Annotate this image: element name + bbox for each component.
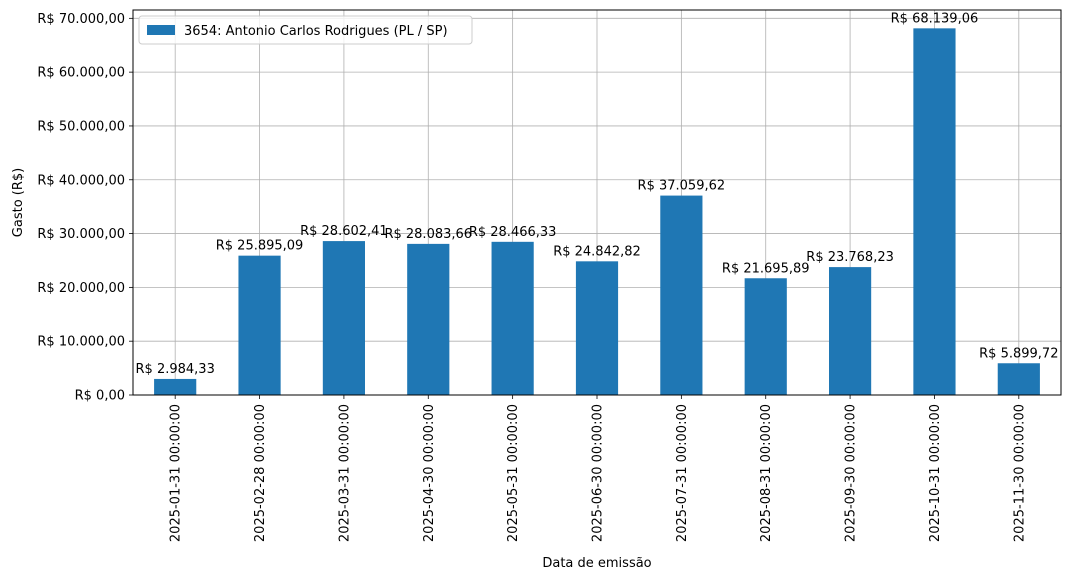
- bar: [491, 241, 534, 395]
- bar: [154, 378, 197, 395]
- y-tick-label: R$ 10.000,00: [37, 335, 125, 350]
- bar-value-label: R$ 37.059,62: [638, 179, 726, 194]
- y-tick-label: R$ 60.000,00: [37, 66, 125, 81]
- x-tick-label: 2025-04-30 00:00:00: [422, 404, 437, 542]
- bar: [997, 363, 1040, 395]
- bar-value-label: R$ 25.895,09: [216, 239, 304, 254]
- y-tick-label: R$ 30.000,00: [37, 227, 125, 242]
- x-tick-label: 2025-07-31 00:00:00: [675, 404, 690, 542]
- axis-layer: R$ 0,00 R$ 10.000,00 R$ 20.000,00 R$ 30.000…: [37, 12, 1027, 542]
- bar: [322, 241, 365, 395]
- y-tick-label: R$ 50.000,00: [37, 119, 125, 134]
- x-tick-label: 2025-05-31 00:00:00: [506, 404, 521, 542]
- legend-swatch: [147, 25, 175, 35]
- data-label-layer: R$ 2.984,33R$ 25.895,09R$ 28.602,41R$ 28…: [136, 11, 1059, 377]
- y-tick-label: R$ 40.000,00: [37, 173, 125, 188]
- x-tick-label: 2025-08-31 00:00:00: [759, 404, 774, 542]
- x-tick-label: 2025-01-31 00:00:00: [169, 404, 184, 542]
- x-axis-title: Data de emissão: [542, 556, 651, 571]
- plot-frame: [132, 9, 1062, 396]
- bar-value-label: R$ 5.899,72: [979, 346, 1058, 361]
- bar-value-label: R$ 28.602,41: [300, 224, 388, 239]
- y-tick-label: R$ 70.000,00: [37, 12, 125, 27]
- bar: [407, 243, 450, 395]
- y-axis-title: Gasto (R$): [11, 168, 26, 237]
- bar: [829, 267, 872, 395]
- x-tick-label: 2025-11-30 00:00:00: [1012, 404, 1027, 542]
- bar: [575, 261, 619, 395]
- bar-value-label: R$ 23.768,23: [806, 250, 894, 265]
- x-tick-label: 2025-06-30 00:00:00: [591, 404, 606, 542]
- bar-value-label: R$ 28.466,33: [469, 225, 557, 240]
- bar-layer: [154, 28, 1040, 395]
- bar: [744, 278, 787, 395]
- bar-value-label: R$ 2.984,33: [136, 362, 215, 377]
- y-tick-label: R$ 0,00: [75, 389, 125, 404]
- legend-box: [138, 15, 473, 45]
- x-tick-label: 2025-02-28 00:00:00: [253, 404, 268, 542]
- bar-value-label: R$ 21.695,89: [722, 261, 810, 276]
- legend: 3654: Antonio Carlos Rodrigues (PL / SP): [138, 15, 473, 45]
- x-tick-label: 2025-03-31 00:00:00: [337, 404, 352, 542]
- y-tick-label: R$ 20.000,00: [37, 281, 125, 296]
- bar: [238, 255, 281, 395]
- x-tick-label: 2025-09-30 00:00:00: [844, 404, 859, 542]
- bar-value-label: R$ 68.139,06: [891, 11, 979, 26]
- x-tick-label: 2025-10-31 00:00:00: [928, 404, 943, 542]
- bar: [660, 195, 703, 395]
- bar-value-label: R$ 24.842,82: [553, 244, 641, 259]
- bar: [913, 28, 956, 395]
- legend-label: 3654: Antonio Carlos Rodrigues (PL / SP): [184, 24, 448, 39]
- bar-value-label: R$ 28.083,66: [384, 227, 472, 242]
